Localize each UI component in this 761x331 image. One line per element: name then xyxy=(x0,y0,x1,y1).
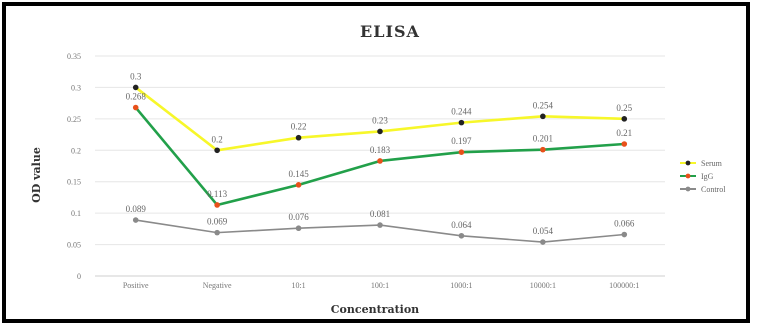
data-label-control: 0.076 xyxy=(288,212,309,222)
data-point-igg xyxy=(295,182,302,188)
data-point-control xyxy=(377,222,383,228)
data-point-igg xyxy=(621,141,628,147)
data-labels: 0.3 0.2 0.22 0.23 0.244 0.254 0.25 0.268 0.113 0.… xyxy=(126,71,635,236)
data-label-igg: 0.145 xyxy=(288,169,309,179)
x-tick-label: Positive xyxy=(123,281,149,290)
y-tick-label: 0.2 xyxy=(71,146,81,155)
y-axis-ticks: 0 0.05 0.1 0.15 0.2 0.25 0.3 0.35 xyxy=(67,52,81,281)
data-point-serum xyxy=(377,128,383,135)
legend-label-igg: IgG xyxy=(701,172,714,181)
data-label-control: 0.064 xyxy=(451,220,472,230)
y-tick-label: 0.05 xyxy=(67,241,81,250)
data-point-serum xyxy=(458,119,465,126)
legend-marker-igg xyxy=(685,173,691,179)
data-point-serum xyxy=(132,84,139,91)
x-tick-label: Negative xyxy=(203,281,232,290)
data-point-control xyxy=(458,232,465,239)
data-point-igg xyxy=(458,149,465,155)
data-label-serum: 0.25 xyxy=(616,103,632,113)
data-label-control: 0.089 xyxy=(126,204,147,214)
data-label-igg: 0.197 xyxy=(451,136,472,146)
data-point-igg xyxy=(377,158,383,164)
y-tick-label: 0.35 xyxy=(67,52,81,61)
gridlines xyxy=(95,55,665,277)
data-label-serum: 0.2 xyxy=(212,134,223,144)
data-point-igg xyxy=(214,202,220,208)
legend-label-control: Control xyxy=(701,185,726,194)
y-axis-title: OD value xyxy=(30,147,43,203)
y-tick-label: 0 xyxy=(77,272,81,281)
data-point-serum xyxy=(621,116,628,122)
y-tick-label: 0.3 xyxy=(71,83,81,92)
data-point-control xyxy=(540,239,546,245)
legend-label-serum: Serum xyxy=(701,159,723,168)
x-tick-label: 100:1 xyxy=(371,281,389,290)
data-point-serum xyxy=(214,147,220,154)
x-tick-label: 100000:1 xyxy=(609,281,639,290)
data-point-control xyxy=(621,231,628,238)
y-tick-label: 0.1 xyxy=(71,209,81,218)
data-point-control xyxy=(214,229,220,236)
legend-marker-control xyxy=(685,186,691,192)
data-label-igg: 0.268 xyxy=(126,92,147,102)
data-label-igg: 0.113 xyxy=(207,189,227,199)
series-markers xyxy=(132,84,628,245)
data-label-control: 0.066 xyxy=(614,219,635,229)
data-label-igg: 0.21 xyxy=(616,128,632,138)
x-tick-label: 10000:1 xyxy=(530,281,556,290)
x-tick-label: 1000:1 xyxy=(450,281,472,290)
data-label-control: 0.069 xyxy=(207,217,228,227)
data-label-serum: 0.244 xyxy=(451,107,472,117)
data-point-serum xyxy=(540,113,546,120)
x-tick-label: 10:1 xyxy=(291,281,305,290)
chart-title: ELISA xyxy=(360,22,420,41)
data-point-igg xyxy=(132,104,139,111)
data-point-control xyxy=(295,225,302,232)
data-label-serum: 0.3 xyxy=(130,71,142,81)
legend-marker-serum xyxy=(685,160,691,166)
data-point-igg xyxy=(540,146,546,153)
data-point-serum xyxy=(295,134,302,141)
data-label-control: 0.081 xyxy=(370,209,390,219)
y-tick-label: 0.25 xyxy=(67,115,81,124)
legend: Serum IgG Control xyxy=(680,159,726,194)
data-label-igg: 0.183 xyxy=(370,145,391,155)
x-axis-title: Concentration xyxy=(331,303,419,316)
data-label-serum: 0.23 xyxy=(372,115,388,125)
data-label-igg: 0.201 xyxy=(533,134,553,144)
x-axis-ticks: Positive Negative 10:1 100:1 1000:1 10000:1 10… xyxy=(123,281,640,290)
data-label-control: 0.054 xyxy=(533,226,554,236)
data-point-control xyxy=(132,217,139,223)
y-tick-label: 0.15 xyxy=(67,178,81,187)
data-label-serum: 0.22 xyxy=(291,122,307,132)
data-label-serum: 0.254 xyxy=(533,100,554,110)
